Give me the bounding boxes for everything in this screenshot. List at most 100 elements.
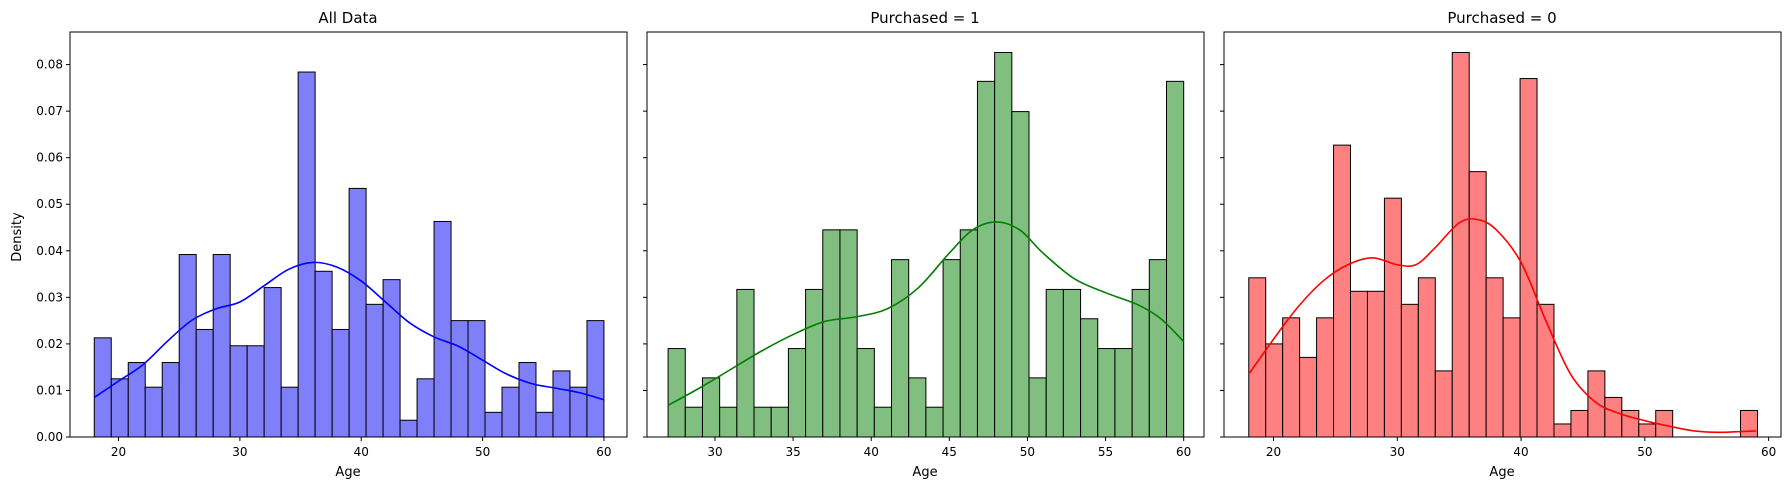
histogram-bar bbox=[195, 328, 214, 438]
histogram-bar bbox=[365, 303, 384, 438]
kde-curve bbox=[1248, 218, 1757, 434]
y-tick-label: 0.05 bbox=[36, 197, 63, 211]
kde-curve bbox=[667, 221, 1185, 407]
x-tick-label: 40 bbox=[1513, 445, 1528, 459]
histogram-bar bbox=[1097, 348, 1116, 438]
plot-frame bbox=[1223, 31, 1782, 438]
histogram-bar bbox=[805, 288, 824, 438]
histogram-bar bbox=[416, 378, 435, 438]
kde-line bbox=[1248, 218, 1757, 434]
histogram-bar bbox=[1434, 370, 1453, 438]
x-tick-label: 55 bbox=[1098, 445, 1113, 459]
histogram-bar bbox=[1282, 317, 1301, 438]
panel-title: Purchased = 0 bbox=[1447, 9, 1556, 27]
plot-frame bbox=[69, 31, 628, 438]
panel-purchased-1: Purchased = 1 Age 30 35 40 45 50 55 60 bbox=[643, 9, 1205, 480]
histogram-bar bbox=[382, 279, 401, 438]
histogram-bar bbox=[1166, 80, 1185, 438]
histogram-bar bbox=[450, 320, 469, 438]
histogram-bar bbox=[908, 377, 927, 438]
histogram-bar bbox=[822, 229, 841, 438]
kde-curve bbox=[93, 261, 605, 401]
panel-title: All Data bbox=[318, 9, 377, 27]
x-tick-label: 50 bbox=[475, 445, 490, 459]
histogram-bar bbox=[110, 378, 129, 438]
y-tick-label: 0.04 bbox=[36, 244, 63, 258]
histogram-bar bbox=[925, 406, 944, 438]
x-tick-label: 50 bbox=[1637, 445, 1652, 459]
histogram-bar bbox=[1553, 423, 1572, 438]
histogram-bar bbox=[314, 270, 333, 438]
histogram-bar bbox=[1350, 290, 1368, 438]
histogram-bar bbox=[1062, 288, 1082, 438]
histogram-bar bbox=[1417, 277, 1436, 438]
histogram-bar bbox=[1316, 317, 1335, 438]
histogram-bar bbox=[839, 229, 858, 438]
panel-title: Purchased = 1 bbox=[870, 9, 979, 27]
x-tick-label: 20 bbox=[1266, 445, 1281, 459]
histogram-bar bbox=[891, 259, 910, 438]
panel-all-data: All Data Density Age 20 30 40 50 60 0.00 0.01… bbox=[10, 9, 628, 480]
histogram-bar bbox=[586, 320, 605, 438]
x-tick-label: 35 bbox=[785, 445, 800, 459]
histogram-bar bbox=[1265, 343, 1284, 438]
histogram-bar bbox=[331, 328, 350, 438]
x-tick-label: 60 bbox=[1176, 445, 1191, 459]
histogram-bar bbox=[1114, 348, 1133, 438]
histogram-bar bbox=[1519, 78, 1538, 438]
histogram-bar bbox=[1485, 277, 1504, 438]
histogram-bar bbox=[1011, 111, 1030, 438]
histogram-bar bbox=[667, 348, 686, 438]
x-axis-label: Age bbox=[912, 465, 937, 480]
histogram-bar bbox=[297, 71, 316, 438]
x-axis-ticks: 20 30 40 50 60 bbox=[1266, 437, 1776, 459]
histogram-bar bbox=[959, 229, 978, 438]
histogram-bar bbox=[701, 377, 721, 438]
histogram-bar bbox=[770, 406, 789, 438]
histogram-bar bbox=[433, 220, 452, 438]
histogram-bar bbox=[467, 320, 486, 438]
histogram-bar bbox=[856, 348, 875, 438]
histogram-bar bbox=[501, 386, 520, 438]
histogram-bar bbox=[1638, 423, 1657, 438]
y-tick-label: 0.03 bbox=[36, 290, 63, 304]
histogram-bar bbox=[1451, 51, 1470, 438]
x-axis-ticks: 30 35 40 45 50 55 60 bbox=[707, 437, 1191, 459]
histogram-bar bbox=[1299, 356, 1318, 438]
x-tick-label: 60 bbox=[1761, 445, 1776, 459]
histogram-bar bbox=[1468, 171, 1487, 438]
y-tick-label: 0.08 bbox=[36, 58, 63, 72]
x-tick-label: 30 bbox=[707, 445, 722, 459]
histogram-bar bbox=[736, 288, 755, 438]
x-tick-label: 40 bbox=[354, 445, 369, 459]
histogram-bar bbox=[787, 348, 807, 438]
y-axis-ticks: 0.00 0.01 0.02 0.03 0.04 0.05 0.06 0.07 0.08 bbox=[36, 58, 70, 444]
histogram-bar bbox=[144, 386, 163, 438]
histogram-bar bbox=[348, 187, 367, 438]
kde-line bbox=[667, 221, 1185, 407]
x-tick-label: 45 bbox=[942, 445, 957, 459]
y-tick-label: 0.00 bbox=[36, 430, 63, 444]
histogram-bar bbox=[1502, 317, 1521, 438]
histogram-bar bbox=[535, 411, 554, 438]
histogram-bar bbox=[1536, 303, 1555, 438]
histogram-bars bbox=[667, 51, 1185, 438]
y-tick-label: 0.02 bbox=[36, 337, 63, 351]
histogram-bar bbox=[1131, 288, 1150, 438]
histogram-bar bbox=[246, 345, 265, 438]
histogram-bar bbox=[552, 370, 571, 438]
y-axis-ticks bbox=[643, 64, 647, 438]
histogram-bars bbox=[1248, 51, 1758, 438]
y-axis-ticks bbox=[1220, 64, 1224, 438]
x-axis-label: Age bbox=[335, 465, 360, 480]
histogram-bar bbox=[1080, 318, 1099, 438]
histogram-bar bbox=[1366, 290, 1385, 438]
x-tick-label: 60 bbox=[596, 445, 611, 459]
histogram-bar bbox=[518, 362, 537, 438]
histogram-bar bbox=[229, 345, 248, 438]
histogram-bar bbox=[280, 386, 299, 438]
histogram-bar bbox=[873, 406, 893, 438]
kde-line bbox=[93, 261, 605, 401]
x-tick-label: 20 bbox=[111, 445, 126, 459]
